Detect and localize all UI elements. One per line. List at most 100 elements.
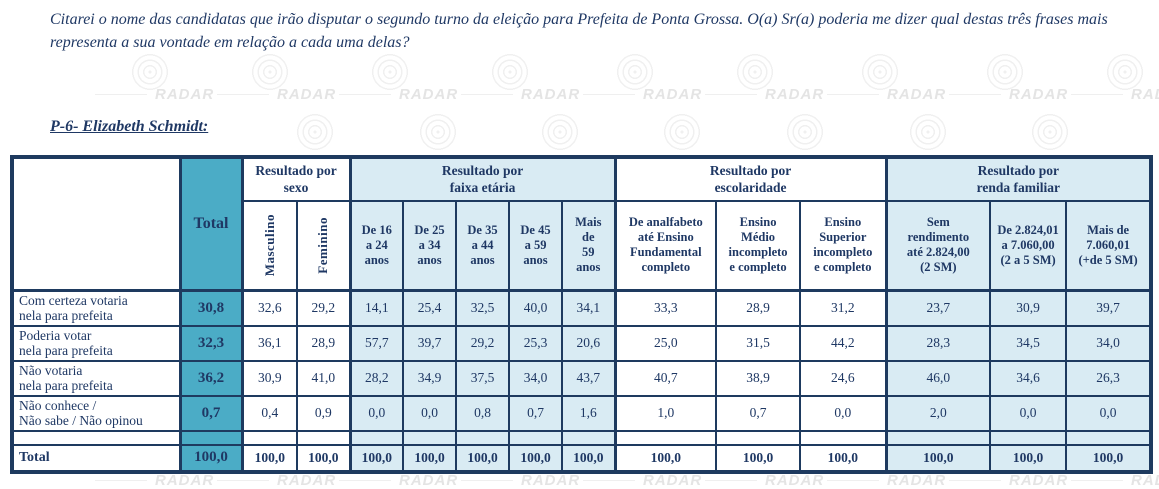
radar-watermark: RADAR [461, 472, 580, 489]
cell: 100,0 [240, 443, 298, 473]
cell: 0,9 [295, 394, 352, 432]
cell: 31,5 [715, 324, 802, 362]
cell [402, 429, 458, 446]
cell: 25,4 [402, 289, 458, 327]
cell: 34,5 [989, 324, 1068, 362]
subcol-feminino: Feminino [295, 200, 352, 292]
table-corner-cell [11, 156, 181, 292]
cell [240, 429, 298, 446]
cell: 34,0 [508, 359, 564, 397]
subcol-masculino: Masculino [240, 200, 298, 292]
cell: 1,0 [613, 394, 718, 432]
swirl-logo-watermark [370, 52, 410, 92]
cell: 0,8 [455, 394, 511, 432]
subcol-2-5-sm: De 2.824,01 a 7.060,00 (2 a 5 SM) [989, 200, 1068, 292]
cell: 100,0 [561, 443, 617, 473]
cell [508, 429, 564, 446]
cell: 0,0 [402, 394, 458, 432]
cell: 0,7 [508, 394, 564, 432]
radar-watermark: RADAR [339, 472, 458, 489]
swirl-logo-watermark [908, 112, 948, 152]
radar-watermark: RADAR [583, 472, 702, 489]
cell: 44,2 [799, 324, 888, 362]
cell [799, 429, 888, 446]
subcol-medio: Ensino Médio incompleto e completo [715, 200, 802, 292]
results-table: Total Resultado por sexo Resultado por f… [10, 155, 1154, 474]
radar-watermark: RADAR [217, 86, 336, 103]
cell [295, 429, 352, 446]
cell [989, 429, 1068, 446]
cell: 100,0 [884, 443, 992, 473]
survey-question: Citarei o nome das candidatas que irão d… [50, 11, 1108, 52]
subcol-25-34: De 25 a 34 anos [402, 200, 458, 292]
radar-watermark: RADAR [949, 472, 1068, 489]
cell: 100,0 [402, 443, 458, 473]
cell: 36,2 [178, 359, 243, 397]
cell: 0,7 [715, 394, 802, 432]
radar-watermark: RADAR [705, 472, 824, 489]
swirl-logo-watermark [295, 112, 335, 152]
radar-watermark: RADAR [583, 86, 702, 103]
cell: 2,0 [884, 394, 992, 432]
total-column-header: Total [178, 156, 243, 292]
cell: 0,0 [989, 394, 1068, 432]
cell [455, 429, 511, 446]
cell: 36,1 [240, 324, 298, 362]
cell: 100,0 [1065, 443, 1153, 473]
cell: 14,1 [348, 289, 405, 327]
cell: 30,8 [178, 289, 243, 327]
radar-watermark: RADAR [217, 472, 336, 489]
radar-watermark: RADAR [95, 472, 214, 489]
cell [348, 429, 405, 446]
cell: 28,9 [715, 289, 802, 327]
cell: 32,3 [178, 324, 243, 362]
table-body: Com certeza votaria nela para prefeita 30… [11, 289, 1153, 473]
radar-watermark: RADAR [95, 86, 214, 103]
swirl-logo-watermark [540, 112, 580, 152]
cell: 28,3 [884, 324, 992, 362]
radar-watermark: RADAR [827, 472, 946, 489]
subcol-mais-59: Mais de 59 anos [561, 200, 617, 292]
row-label-2: Não votaria nela para prefeita [11, 359, 181, 397]
cell: 37,5 [455, 359, 511, 397]
cell: 100,0 [989, 443, 1068, 473]
radar-watermark: RADAR [949, 86, 1068, 103]
cell: 29,2 [295, 289, 352, 327]
subcol-sem-rendimento: Sem rendimento até 2.824,00 (2 SM) [884, 200, 992, 292]
row-label-0: Com certeza votaria nela para prefeita [11, 289, 181, 327]
cell: 0,0 [1065, 394, 1153, 432]
cell: 32,6 [240, 289, 298, 327]
cell: 57,7 [348, 324, 405, 362]
radar-watermark: RADAR [827, 86, 946, 103]
subcol-45-59: De 45 a 59 anos [508, 200, 564, 292]
cell: 46,0 [884, 359, 992, 397]
cell: 32,5 [455, 289, 511, 327]
table-row-0: Com certeza votaria nela para prefeita 30… [11, 289, 1153, 327]
cell: 33,3 [613, 289, 718, 327]
group-header-faixa-etaria: Resultado por faixa etária [348, 156, 617, 202]
row-label-spacer [11, 429, 181, 446]
cell: 34,1 [561, 289, 617, 327]
cell: 40,0 [508, 289, 564, 327]
swirl-logo-watermark [1030, 112, 1070, 152]
radar-watermark: RADAR [1071, 472, 1159, 489]
cell [715, 429, 802, 446]
cell: 0,0 [799, 394, 888, 432]
cell: 30,9 [240, 359, 298, 397]
cell: 23,7 [884, 289, 992, 327]
cell: 24,6 [799, 359, 888, 397]
row-label-3: Não conhece / Não sabe / Não opinou [11, 394, 181, 432]
table-row-spacer [11, 429, 1153, 446]
cell: 34,0 [1065, 324, 1153, 362]
radar-watermark: RADAR [461, 86, 580, 103]
cell: 100,0 [348, 443, 405, 473]
cell: 30,9 [989, 289, 1068, 327]
radar-watermark: RADAR [339, 86, 458, 103]
cell [884, 429, 992, 446]
table-row-3: Não conhece / Não sabe / Não opinou 0,7 0,… [11, 394, 1153, 432]
cell: 100,0 [178, 443, 243, 473]
subcol-16-24: De 16 a 24 anos [348, 200, 405, 292]
cell: 43,7 [561, 359, 617, 397]
row-label-1: Poderia votar nela para prefeita [11, 324, 181, 362]
